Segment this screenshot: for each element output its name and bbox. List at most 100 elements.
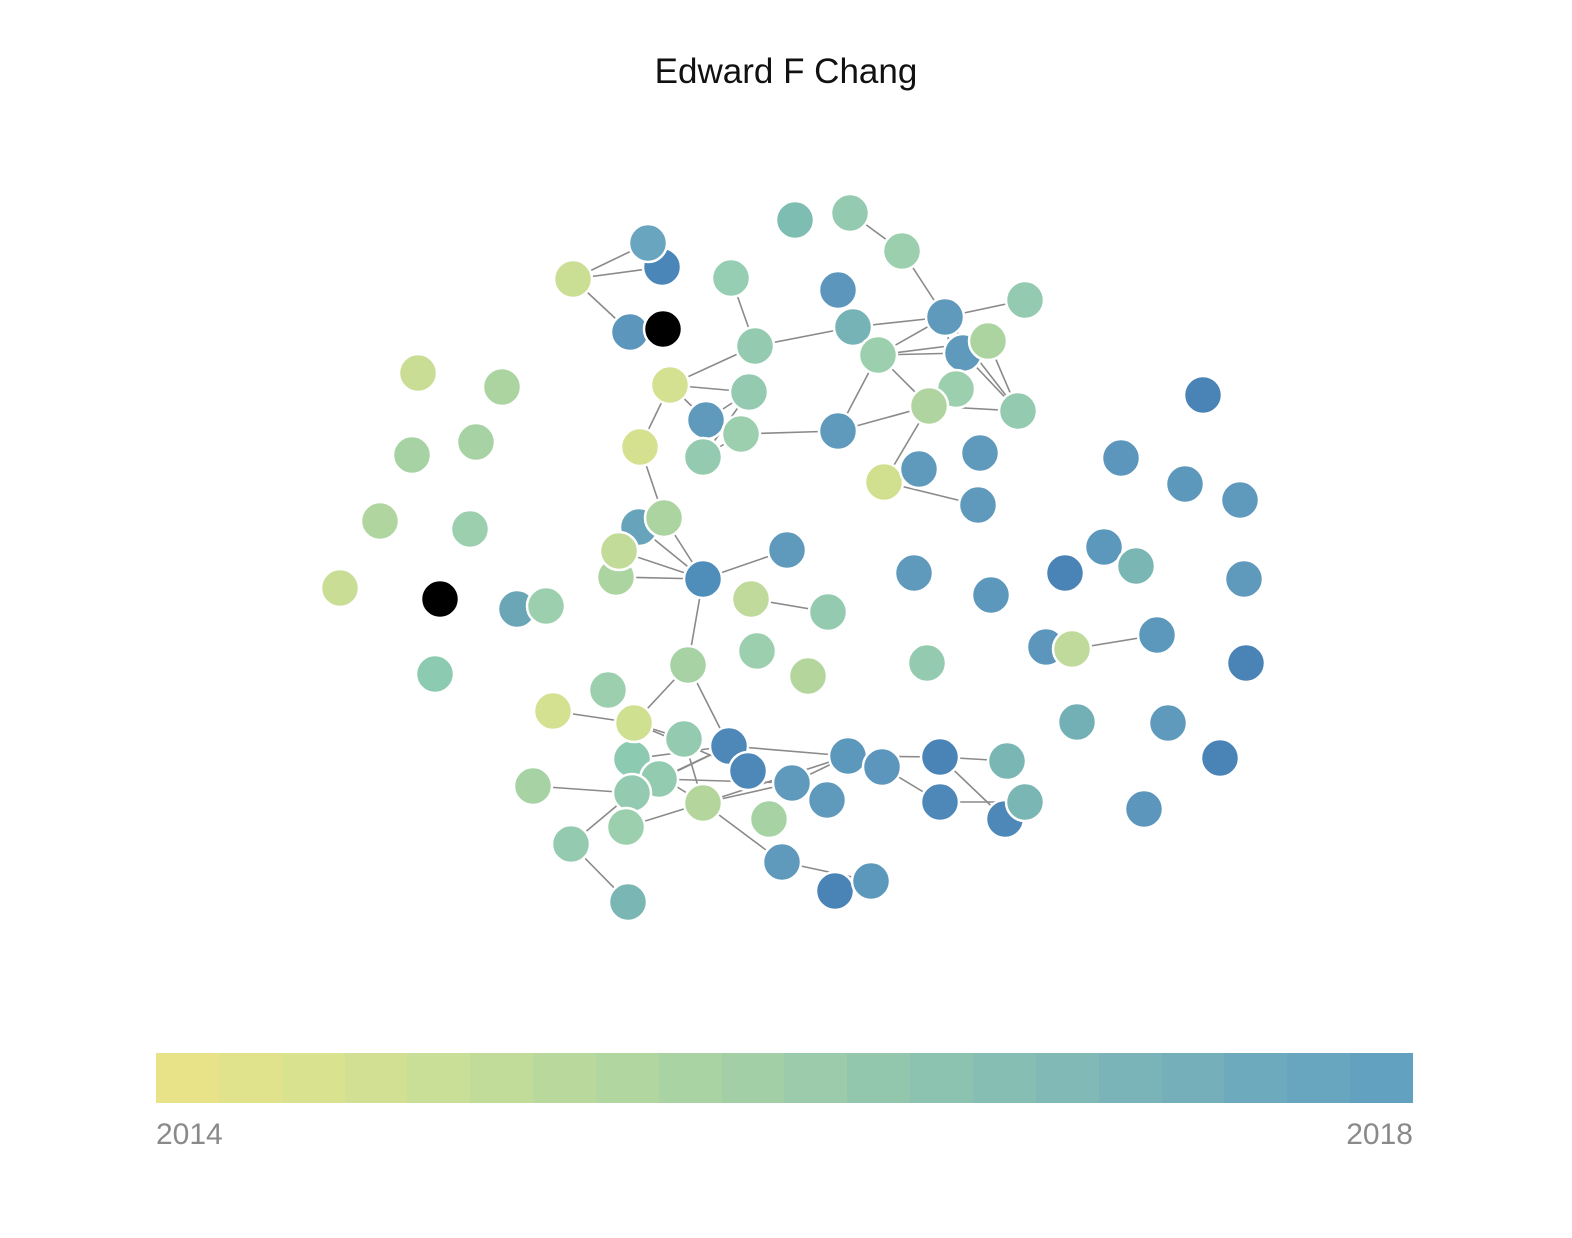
network-node[interactable] (1123, 788, 1165, 830)
network-node[interactable] (391, 434, 433, 476)
network-node[interactable] (734, 325, 776, 367)
network-node[interactable] (682, 436, 724, 478)
network-node[interactable] (643, 497, 685, 539)
network-node[interactable] (685, 399, 727, 441)
network-node[interactable] (619, 426, 661, 468)
network-node[interactable] (512, 765, 554, 807)
network-node[interactable] (908, 385, 950, 427)
network-node[interactable] (1004, 781, 1046, 823)
network-node[interactable] (787, 655, 829, 697)
network-node[interactable] (1115, 545, 1157, 587)
network-node[interactable] (319, 567, 361, 609)
network-node[interactable] (829, 192, 871, 234)
network-node[interactable] (857, 334, 899, 376)
network-node[interactable] (598, 530, 640, 572)
network-node[interactable] (667, 644, 709, 686)
network-node[interactable] (449, 508, 491, 550)
network-node[interactable] (1051, 628, 1093, 670)
network-node[interactable] (727, 750, 769, 792)
network-node[interactable] (613, 702, 655, 744)
legend-swatch (972, 1053, 1036, 1103)
network-node[interactable] (611, 772, 653, 814)
network-node[interactable] (397, 352, 439, 394)
network-node[interactable] (550, 823, 592, 865)
network-node[interactable] (649, 364, 691, 406)
network-node[interactable] (605, 806, 647, 848)
network-node[interactable] (957, 484, 999, 526)
network-node[interactable] (924, 296, 966, 338)
network-node[interactable] (730, 578, 772, 620)
network-node[interactable] (736, 630, 778, 672)
legend-min-label: 2014 (156, 1118, 223, 1151)
network-node[interactable] (832, 306, 874, 348)
network-node[interactable] (997, 390, 1039, 432)
network-node[interactable] (1100, 437, 1142, 479)
network-node[interactable] (970, 574, 1012, 616)
network-node[interactable] (552, 258, 594, 300)
legend-swatch (281, 1053, 345, 1103)
legend-swatch (470, 1053, 534, 1103)
network-node[interactable] (587, 669, 629, 711)
network-node[interactable] (827, 735, 869, 777)
network-node[interactable] (455, 421, 497, 463)
network-node[interactable] (607, 881, 649, 923)
network-node[interactable] (1056, 701, 1098, 743)
network-node[interactable] (881, 230, 923, 272)
network-node[interactable] (1147, 702, 1189, 744)
network-node[interactable] (682, 558, 724, 600)
network-node[interactable] (359, 500, 401, 542)
network-node[interactable] (682, 782, 724, 824)
legend-swatch (156, 1053, 219, 1103)
page-title: Edward F Chang (654, 52, 918, 91)
network-node[interactable] (806, 779, 848, 821)
network-node[interactable] (710, 257, 752, 299)
network-node[interactable] (807, 591, 849, 633)
network-node[interactable] (919, 781, 961, 823)
network-node[interactable] (663, 718, 705, 760)
network-node[interactable] (642, 308, 684, 350)
network-node[interactable] (986, 740, 1028, 782)
network-node[interactable] (1199, 737, 1241, 779)
network-node[interactable] (906, 642, 948, 684)
legend-max-label: 2018 (1346, 1118, 1413, 1151)
network-node[interactable] (774, 199, 816, 241)
network-node[interactable] (863, 461, 905, 503)
network-node[interactable] (919, 736, 961, 778)
network-node[interactable] (967, 320, 1009, 362)
network-node[interactable] (771, 762, 813, 804)
legend-swatch (218, 1053, 282, 1103)
network-node[interactable] (861, 746, 903, 788)
network-node[interactable] (850, 860, 892, 902)
network-node[interactable] (525, 585, 567, 627)
legend-swatch (1287, 1053, 1351, 1103)
network-node[interactable] (1004, 279, 1046, 321)
network-node[interactable] (1182, 374, 1224, 416)
network-node[interactable] (817, 269, 859, 311)
network-node[interactable] (814, 870, 856, 912)
network-node[interactable] (414, 653, 456, 695)
network-node[interactable] (766, 529, 808, 571)
network-node[interactable] (728, 371, 770, 413)
network-node[interactable] (761, 841, 803, 883)
network-node[interactable] (481, 366, 523, 408)
network-node[interactable] (1136, 614, 1178, 656)
network-node[interactable] (1083, 526, 1125, 568)
network-node[interactable] (419, 578, 461, 620)
network-node[interactable] (1044, 552, 1086, 594)
network-node[interactable] (532, 690, 574, 732)
network-node[interactable] (1219, 479, 1261, 521)
network-node[interactable] (898, 448, 940, 490)
network-node[interactable] (1225, 642, 1267, 684)
network-node[interactable] (720, 413, 762, 455)
network-node[interactable] (748, 798, 790, 840)
network-node[interactable] (959, 432, 1001, 474)
network-node[interactable] (817, 410, 859, 452)
network-node[interactable] (627, 222, 669, 264)
legend-swatch (407, 1053, 471, 1103)
network-node[interactable] (893, 552, 935, 594)
legend-swatch (595, 1053, 659, 1103)
network-node[interactable] (1223, 558, 1265, 600)
network-node[interactable] (1164, 463, 1206, 505)
legend-swatch (784, 1053, 848, 1103)
